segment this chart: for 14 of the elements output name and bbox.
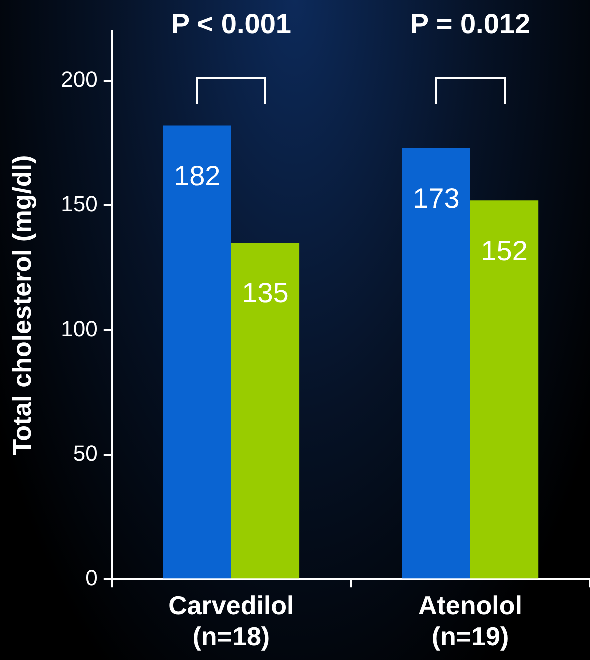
x-tick-label: Carvedilol (n=18): [168, 590, 294, 652]
data-label: 173: [413, 182, 460, 214]
annotation: P = 0.012: [410, 8, 531, 40]
y-tick-label: 100: [61, 316, 98, 342]
data-label: 135: [242, 278, 289, 309]
data-label: 152: [481, 235, 528, 266]
annotation: P < 0.001: [171, 8, 292, 40]
y-tick-label: 200: [61, 66, 98, 92]
y-tick-label: 50: [73, 440, 98, 466]
y-tick-label: 150: [61, 192, 98, 217]
y-tick-label: 0: [86, 566, 98, 591]
y-axis-title: Total cholesterol (mg/dl): [6, 155, 37, 456]
x-tick-label: Atenolol (n=19): [418, 590, 522, 652]
data-label: 182: [174, 160, 221, 192]
